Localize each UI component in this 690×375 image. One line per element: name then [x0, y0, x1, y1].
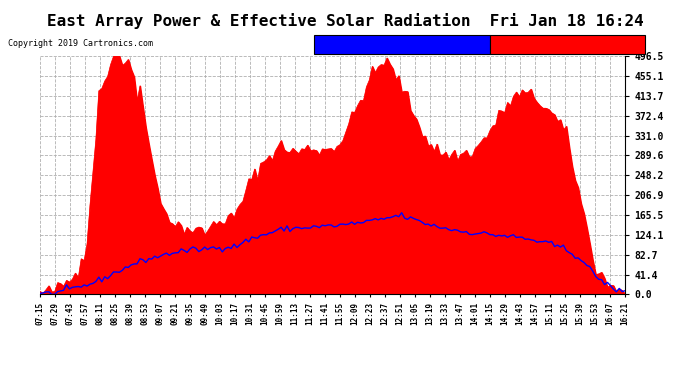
Text: East Array Power & Effective Solar Radiation  Fri Jan 18 16:24: East Array Power & Effective Solar Radia…	[47, 13, 643, 29]
Text: Radiation (Effective w/m2): Radiation (Effective w/m2)	[317, 40, 447, 49]
Text: Copyright 2019 Cartronics.com: Copyright 2019 Cartronics.com	[8, 39, 153, 48]
Text: East Array  (DC Watts): East Array (DC Watts)	[493, 40, 603, 49]
